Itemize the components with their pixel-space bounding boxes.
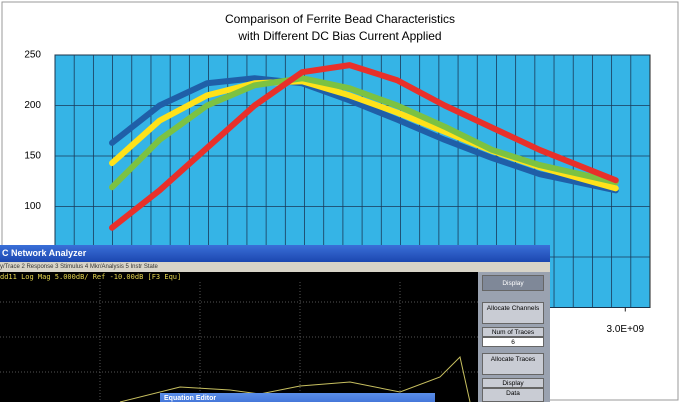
- trace-info: dd11 Log Mag 5.000dB/ Ref -10.00dB [F3 E…: [0, 273, 182, 281]
- softkey[interactable]: Data: [482, 388, 544, 402]
- series-line: [109, 75, 619, 191]
- chart-subtitle: with Different DC Bias Current Applied: [237, 29, 441, 43]
- menu-bar[interactable]: y/Trace 2 Response 3 Stimulus 4 Mkr/Anal…: [0, 262, 550, 272]
- y-tick-label: 100: [24, 201, 41, 212]
- softkey[interactable]: Num of Traces: [482, 327, 544, 337]
- softkey-header: Display: [482, 275, 544, 291]
- dialog-title: Equation Editor: [160, 393, 435, 402]
- y-tick-label: 250: [24, 50, 41, 61]
- softkey[interactable]: Allocate Channels: [482, 302, 544, 324]
- softkey[interactable]: Allocate Traces: [482, 353, 544, 375]
- chart-title: Comparison of Ferrite Bead Characteristi…: [225, 12, 455, 26]
- softkey-panel: Display Allocate Channels Num of Traces …: [478, 272, 550, 402]
- analyzer-window: C Network Analyzer y/Trace 2 Response 3 …: [0, 245, 550, 402]
- y-tick-label: 150: [24, 151, 41, 162]
- series-line: [109, 62, 619, 231]
- softkey-value[interactable]: 6: [482, 337, 544, 347]
- analyzer-plot: [0, 282, 478, 402]
- x-tick-label: 3.0E+09: [607, 324, 645, 335]
- softkey[interactable]: Display: [482, 378, 544, 388]
- series-line: [109, 75, 619, 194]
- window-title: C Network Analyzer: [0, 245, 550, 262]
- y-tick-label: 200: [24, 100, 41, 111]
